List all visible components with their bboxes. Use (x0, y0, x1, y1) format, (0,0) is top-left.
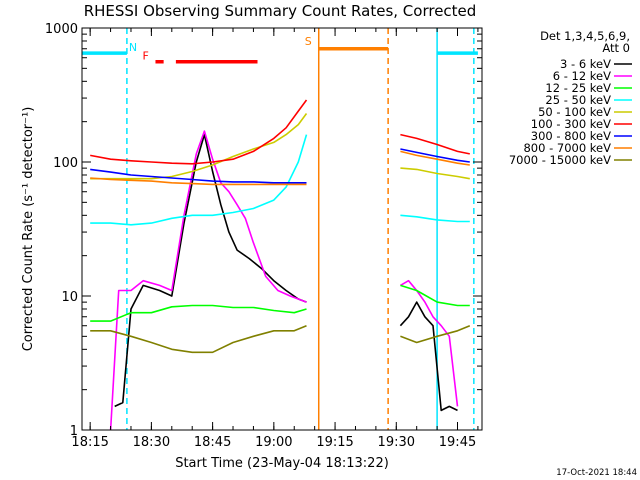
x-axis-label: Start Time (23-May-04 18:13:22) (175, 456, 389, 471)
flag-label-N: N (129, 41, 137, 54)
plot-layer: NF S (82, 28, 478, 431)
x-tick-label-6: 19:45 (439, 435, 476, 450)
flag-label-F: F (142, 50, 148, 63)
series-3-segment-1 (400, 214, 470, 223)
series-6-segment-0 (90, 168, 307, 184)
chart-title: RHESSI Observing Summary Count Rates, Co… (84, 2, 477, 20)
series-8-segment-1 (400, 324, 471, 344)
legend-header-line-1: Det 1,3,4,5,6,9, (540, 29, 630, 43)
legend-label-6: 300 - 800 keV (531, 129, 611, 143)
series-1-segment-1 (399, 279, 459, 407)
series-7-segment-1 (400, 150, 470, 166)
series-5-segment-1 (400, 133, 470, 155)
x-tick-label-0: 18:15 (71, 435, 108, 450)
series-1-segment-0 (109, 130, 307, 431)
y-axis-label: Corrected Count Rate (s⁻¹ detector⁻¹) (21, 107, 36, 352)
series-5-segment-0 (90, 99, 308, 165)
flag-label-S: S (305, 35, 312, 48)
legend-label-2: 12 - 25 keV (545, 81, 611, 95)
y-tick-label-2: 100 (53, 156, 78, 171)
series-7-segment-0 (90, 177, 307, 186)
x-tick-label-1: 18:30 (133, 435, 170, 450)
legend-label-7: 800 - 7000 keV (523, 141, 611, 155)
y-tick-label-1: 10 (61, 290, 78, 305)
legend-label-8: 7000 - 15000 keV (509, 153, 611, 167)
series-2-segment-0 (90, 304, 307, 322)
legend-label-4: 50 - 100 keV (538, 105, 611, 119)
x-tick-label-3: 19:00 (255, 435, 292, 450)
series-8-segment-0 (90, 324, 307, 354)
legend-label-3: 25 - 50 keV (545, 93, 611, 107)
series-0-segment-1 (399, 301, 458, 412)
footer-timestamp: 17-Oct-2021 18:44 (556, 468, 637, 478)
x-tick-label-4: 19:15 (316, 435, 353, 450)
axis-layer: 18:15 18:30 18:45 19:00 19:15 19:30 19:45 1 10 10… (45, 22, 482, 450)
y-tick-label-3: 1000 (45, 22, 78, 37)
series-3-segment-0 (90, 134, 308, 226)
legend-label-1: 6 - 12 keV (553, 69, 611, 83)
y-tick-label-0: 1 (70, 424, 78, 439)
series-0-segment-0 (114, 133, 307, 408)
x-tick-label-2: 18:45 (194, 435, 231, 450)
plot-frame (81, 27, 483, 431)
legend-label-0: 3 - 6 keV (560, 57, 611, 71)
legend-header-line-2: Att 0 (602, 41, 630, 55)
legend-label-5: 100 - 300 keV (531, 117, 611, 131)
x-tick-label-5: 19:30 (378, 435, 415, 450)
series-2-segment-1 (400, 284, 470, 307)
series-4-segment-1 (400, 167, 470, 180)
series-4-segment-0 (90, 113, 308, 180)
series-6-segment-1 (400, 148, 470, 163)
